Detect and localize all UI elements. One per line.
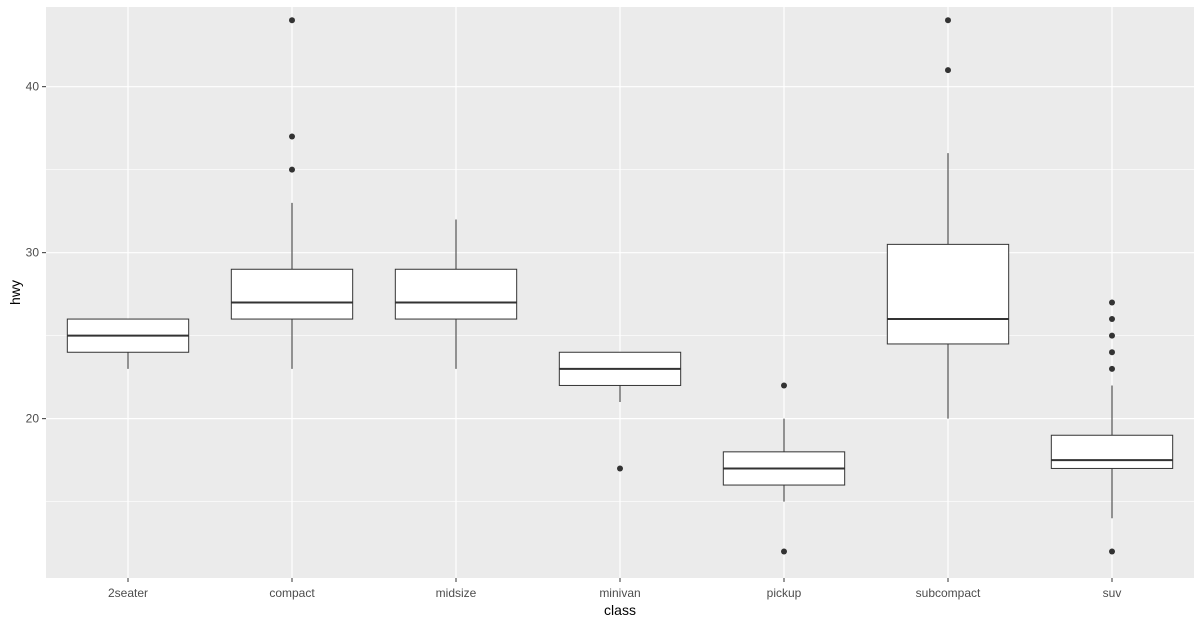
box-body [886,243,1010,345]
y-axis-title: hwy [7,280,23,305]
x-tick-label: subcompact [916,586,981,600]
box-compact [230,17,354,369]
x-axis-title: class [604,602,636,618]
outlier-point [289,17,295,24]
y-tick-label: 20 [26,412,40,426]
box-pickup [722,382,846,555]
boxes [66,17,1174,555]
outlier-point [1109,332,1115,339]
x-tick-label: pickup [767,586,802,600]
outlier-point [1109,316,1115,323]
box-suv [1050,299,1174,555]
outlier-point [1109,365,1115,372]
outlier-point [289,166,295,173]
box-midsize [394,219,518,369]
outlier-point [289,133,295,140]
x-tick-label: 2seater [108,586,148,600]
y-axis: 20 30 40 [26,80,46,426]
x-tick-label: compact [269,586,315,600]
x-axis: 2seater compact midsize minivan pickup subcom… [108,578,1121,600]
box-body [394,268,518,320]
outlier-point [1109,299,1115,306]
outlier-point [945,17,951,24]
y-tick-label: 30 [26,246,40,260]
box-2seater [66,318,190,369]
box-subcompact [886,17,1010,419]
outlier-point [1109,349,1115,356]
outlier-point [945,67,951,74]
outlier-point [1109,548,1115,555]
x-tick-label: midsize [436,586,477,600]
outlier-point [781,382,787,389]
box-minivan [558,351,682,472]
box-body [1050,434,1174,469]
outlier-point [781,548,787,555]
y-tick-label: 40 [26,80,40,94]
x-tick-label: minivan [599,586,640,600]
outlier-point [617,465,623,472]
box-body [230,268,354,320]
x-tick-label: suv [1103,586,1122,600]
